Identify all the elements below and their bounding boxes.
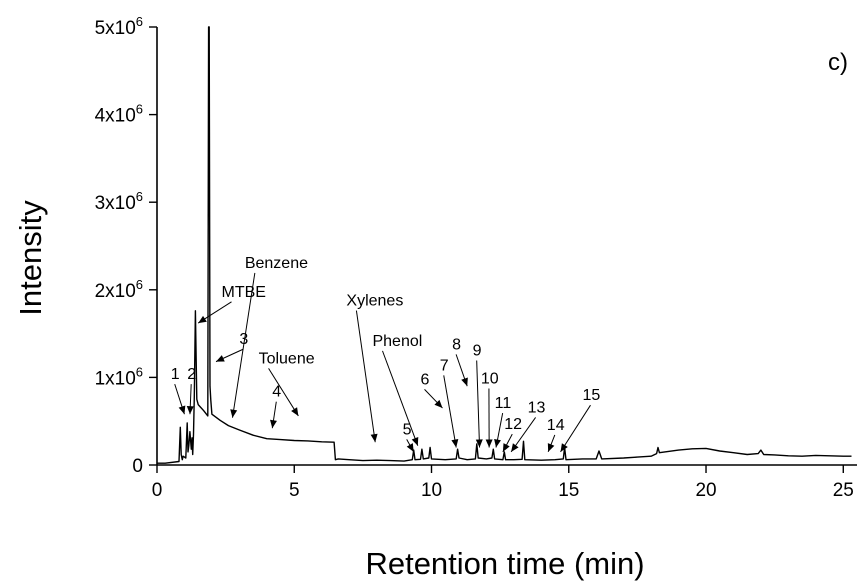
annotation-arrowhead — [451, 439, 459, 448]
annotation-label: 5 — [403, 421, 412, 438]
annotation-label: 13 — [528, 399, 546, 416]
annotation-label: 4 — [272, 384, 281, 401]
x-tick-label: 0 — [152, 480, 163, 501]
annotation-arrowhead — [370, 433, 378, 443]
annotations-layer: 1 2 MTBE Benzene 3 Toluene 4 Xylenes Phenol 5 678 9… — [171, 255, 600, 453]
x-tick-label: 25 — [833, 480, 854, 501]
annotation-arrowhead — [502, 443, 510, 452]
annotation-arrowhead — [198, 315, 207, 324]
x-tick-label: 15 — [558, 480, 579, 501]
y-tick-label: 2x106 — [95, 277, 143, 302]
annotation-label: 9 — [473, 343, 482, 360]
annotation-label: 11 — [495, 395, 512, 412]
annotation-label: 3 — [239, 331, 248, 348]
x-axis-title: Retention time (min) — [365, 546, 644, 581]
x-tick-label: 5 — [289, 480, 300, 501]
annotation-label: Toluene — [259, 350, 315, 367]
x-tick-label: 10 — [421, 480, 442, 501]
panel-label: c) — [828, 49, 848, 76]
x-tick-label: 20 — [695, 480, 716, 501]
annotation-arrow — [560, 404, 591, 453]
annotation-arrowhead — [291, 407, 299, 416]
series-layer — [157, 26, 852, 464]
annotation-label: 8 — [452, 336, 461, 353]
annotation-label: 14 — [547, 417, 565, 434]
annotation-arrowhead — [178, 405, 186, 415]
annotation-arrowhead — [406, 443, 414, 452]
y-tick-label: 0 — [132, 456, 143, 477]
annotation-arrowhead — [461, 377, 468, 387]
axes — [156, 27, 857, 466]
annotation-arrowhead — [511, 443, 519, 452]
annotation-arrowhead — [270, 419, 277, 429]
y-tick-label: 4x106 — [95, 102, 143, 127]
annotation-arrowhead — [494, 438, 501, 448]
annotation-arrow — [476, 360, 481, 448]
y-tick-label: 1x106 — [95, 364, 143, 389]
annotation-label: 10 — [481, 371, 499, 388]
annotation-arrow — [355, 310, 376, 443]
annotation-arrow — [382, 350, 419, 446]
annotation-arrow — [268, 368, 299, 417]
annotation-arrowhead — [434, 399, 443, 409]
annotation-arrowhead — [216, 355, 225, 362]
annotation-label: MTBE — [222, 284, 266, 301]
y-tick-label: 5x106 — [95, 14, 143, 39]
annotation-arrowhead — [475, 439, 483, 448]
annotation-label: Benzene — [245, 255, 308, 272]
annotation-arrowhead — [485, 439, 493, 448]
annotation-label: 15 — [582, 387, 600, 404]
annotation-label: 6 — [421, 371, 430, 388]
y-tick-label: 3x106 — [95, 189, 143, 214]
series-line-0 — [157, 26, 852, 464]
annotation-arrow — [443, 375, 457, 448]
annotation-label: 2 — [187, 366, 196, 383]
annotation-arrowhead — [547, 443, 555, 452]
annotation-arrowhead — [230, 409, 238, 418]
annotation-label: 7 — [440, 357, 449, 374]
annotation-label: Phenol — [372, 333, 422, 350]
annotation-arrowhead — [186, 406, 194, 415]
y-axis-title: Intensity — [13, 200, 48, 316]
annotation-label: 1 — [171, 366, 180, 383]
annotation-arrow — [231, 272, 256, 418]
annotation-arrowhead — [411, 437, 419, 446]
annotation-label: 12 — [504, 416, 522, 433]
annotation-label: Xylenes — [346, 293, 403, 310]
annotation-arrowhead — [560, 443, 568, 452]
